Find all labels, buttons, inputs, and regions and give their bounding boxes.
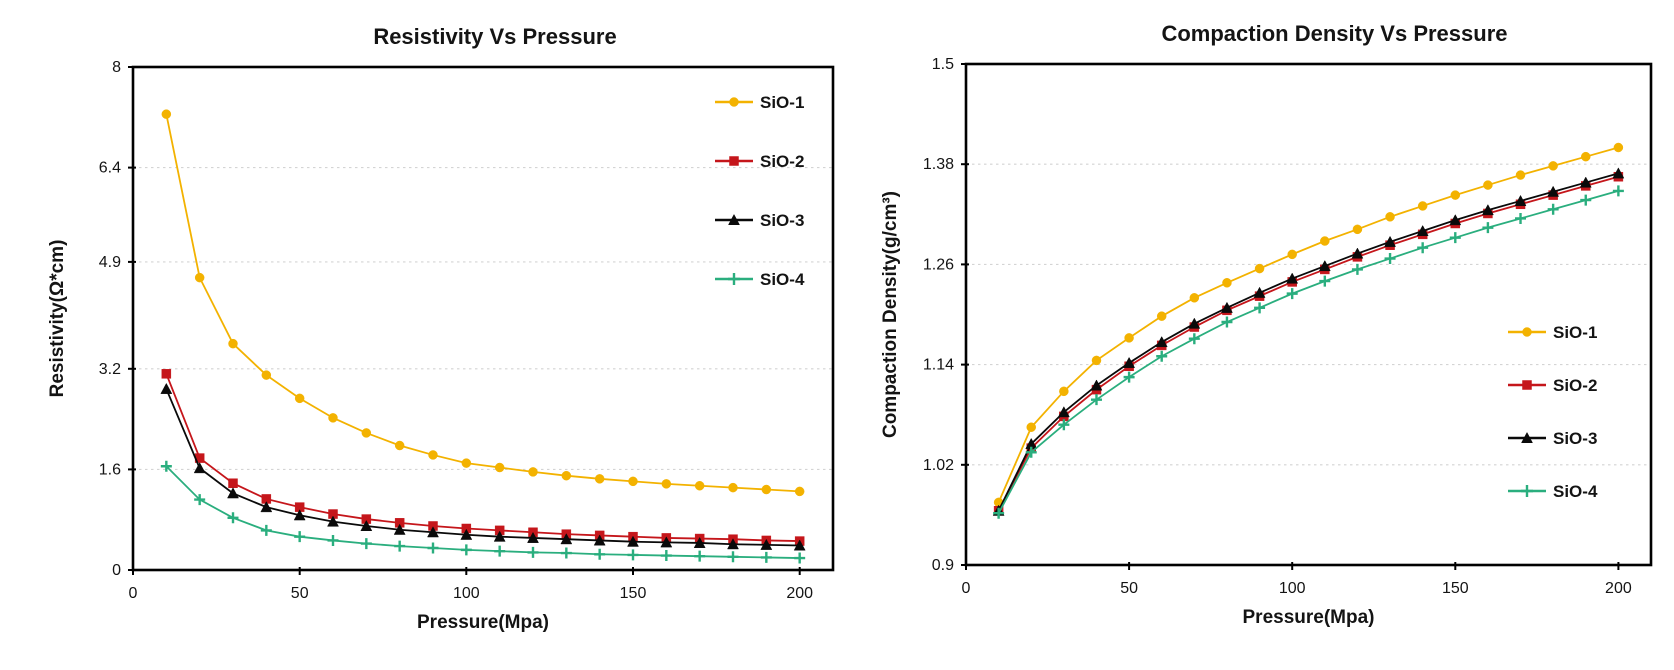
svg-text:150: 150 [1442, 580, 1469, 597]
svg-text:1.6: 1.6 [99, 461, 121, 478]
svg-text:SiO-1: SiO-1 [1553, 323, 1597, 342]
svg-text:6.4: 6.4 [99, 160, 121, 177]
svg-text:SiO-1: SiO-1 [760, 93, 804, 112]
svg-text:4.9: 4.9 [99, 254, 121, 271]
svg-text:Compaction Density Vs Pressure: Compaction Density Vs Pressure [1161, 21, 1507, 46]
svg-text:Pressure(Mpa): Pressure(Mpa) [1243, 607, 1375, 628]
svg-text:200: 200 [786, 585, 813, 602]
svg-text:200: 200 [1605, 580, 1632, 597]
svg-text:50: 50 [1120, 580, 1138, 597]
svg-text:Pressure(Mpa): Pressure(Mpa) [417, 612, 549, 633]
svg-text:50: 50 [291, 585, 309, 602]
svg-text:SiO-2: SiO-2 [1553, 376, 1597, 395]
svg-text:Resistivity Vs Pressure: Resistivity Vs Pressure [373, 24, 616, 49]
svg-text:100: 100 [1279, 580, 1306, 597]
svg-text:1.5: 1.5 [932, 56, 954, 73]
svg-text:150: 150 [620, 585, 647, 602]
svg-text:0: 0 [962, 580, 971, 597]
svg-text:0: 0 [112, 562, 121, 579]
svg-text:SiO-4: SiO-4 [760, 270, 805, 289]
svg-text:Compaction Density(g/cm³): Compaction Density(g/cm³) [880, 191, 901, 438]
svg-text:0.9: 0.9 [932, 557, 954, 574]
svg-text:Resistivity(Ω*cm): Resistivity(Ω*cm) [47, 240, 68, 398]
svg-text:SiO-3: SiO-3 [1553, 429, 1597, 448]
svg-text:1.14: 1.14 [923, 357, 954, 374]
svg-text:3.2: 3.2 [99, 361, 121, 378]
svg-text:SiO-3: SiO-3 [760, 211, 804, 230]
svg-text:SiO-4: SiO-4 [1553, 482, 1598, 501]
svg-text:8: 8 [112, 59, 121, 76]
svg-text:1.02: 1.02 [923, 457, 954, 474]
svg-text:0: 0 [129, 585, 138, 602]
svg-text:1.38: 1.38 [923, 156, 954, 173]
svg-text:SiO-2: SiO-2 [760, 152, 804, 171]
svg-text:1.26: 1.26 [923, 256, 954, 273]
svg-text:100: 100 [453, 585, 480, 602]
